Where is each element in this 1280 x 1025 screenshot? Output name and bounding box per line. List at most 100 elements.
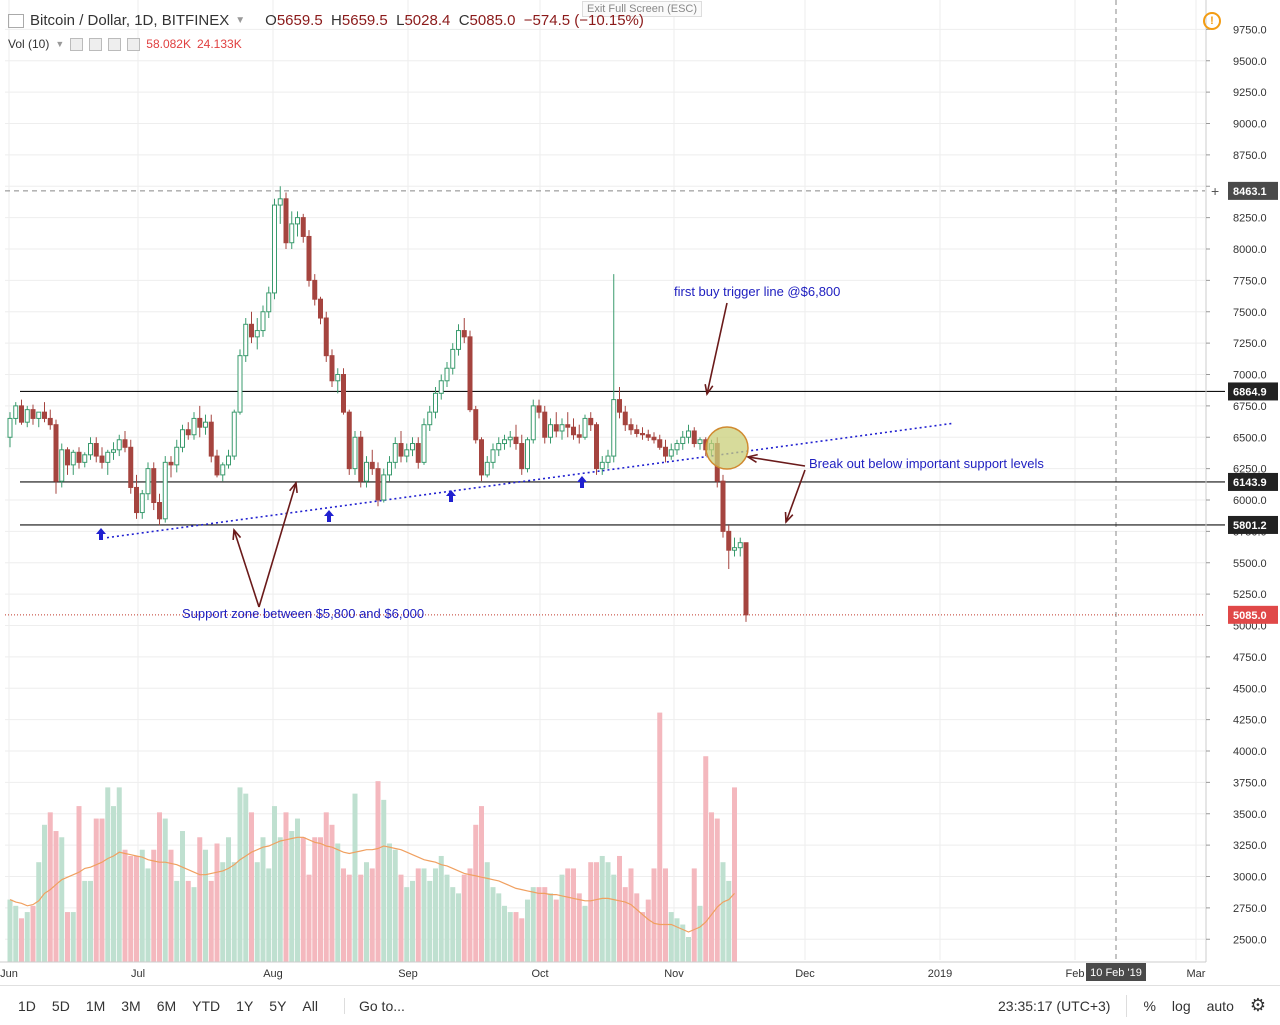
candle-body [341,374,346,413]
settings-icon[interactable] [89,37,103,51]
volume-indicator-label[interactable]: Vol (10) [8,37,50,51]
candle-body [415,443,421,463]
candle-body [594,424,599,470]
price-label-badge [1228,605,1278,624]
symbol-title[interactable]: Bitcoin / Dollar, 1D, BITFINEX [30,12,230,29]
timeframe-all[interactable]: All [302,997,318,1014]
candle-body [243,323,249,357]
candle-body [352,436,358,470]
price-tick-label: 6000.0 [1233,495,1267,507]
price-tick-label: 5250.0 [1233,589,1267,601]
grid [5,0,1205,962]
price-label-text: 5801.2 [1233,520,1267,532]
volume-bar [111,806,116,962]
time-tick-label: Aug [263,968,283,980]
price-tick-label: 4250.0 [1233,715,1267,727]
volume-bar [381,799,387,962]
price-tick-label: 4500.0 [1233,683,1267,695]
volume-bar [24,912,30,962]
volume-bar [329,824,335,962]
candle-body [70,451,76,466]
time-tick-label: Dec [795,968,815,980]
volume-bar [93,818,99,962]
candle-body [93,443,99,457]
volume-bar [341,868,346,962]
price-tick-label: 7250.0 [1233,338,1267,350]
annotation-arrow-line [706,302,728,395]
volume-bar [686,937,691,962]
volume-bar [461,874,467,962]
visibility-icon[interactable] [70,37,84,51]
timeframe-6m[interactable]: 6M [156,997,177,1014]
auto-toggle[interactable]: auto [1206,997,1234,1014]
volume-bar [536,887,542,962]
price-label-text: 5085.0 [1233,610,1267,622]
candle-body [191,417,197,436]
clock[interactable]: 23:35:17 (UTC+3) [998,997,1111,1014]
candle-body [364,461,369,482]
gear-icon[interactable]: ⚙ [1249,995,1266,1015]
exit-fullscreen-button[interactable]: Exit Full Screen (ESC) [582,1,703,17]
timeframe-5d[interactable]: 5D [51,997,70,1014]
time-tick-label: Nov [664,968,684,980]
candle-body [553,424,559,432]
candle-body [59,449,65,482]
timeframe-5y[interactable]: 5Y [269,997,287,1014]
timeframe-ytd[interactable]: YTD [192,997,221,1014]
annotation-arrowhead [784,511,794,524]
time-tick-label: Feb [1066,968,1085,980]
timeframe-1y[interactable]: 1Y [236,997,254,1014]
annotation-arrow-line [233,529,260,608]
candle-body [507,436,513,441]
candle-body [674,443,680,451]
volume-bar [312,837,318,962]
add-icon[interactable] [108,37,122,51]
volume-bar [260,837,266,962]
annotation-arrowhead [289,481,298,494]
candle-body [617,399,622,413]
volume-bar [352,793,358,962]
timeframe-1d[interactable]: 1D [18,997,36,1014]
candle-body [657,439,663,448]
warning-icon[interactable]: ! [1203,12,1221,30]
volume-bar [479,806,484,962]
ascending-trendline [106,422,953,539]
log-toggle[interactable]: log [1171,997,1191,1014]
candle-body [30,409,36,419]
candle-body [134,486,139,514]
volume-bar [300,837,306,962]
timeframe-3m[interactable]: 3M [121,997,141,1014]
dropdown-chevron-icon[interactable]: ▼ [235,15,246,26]
volume-bar [433,868,438,962]
candle-body [421,424,427,463]
goto-button[interactable]: Go to... [343,997,405,1014]
candle-body [82,454,88,463]
volume-bar [525,899,530,962]
annotation-arrow-line [785,469,806,523]
candle-body [571,426,576,436]
candle-body [634,429,640,434]
dropdown-chevron-icon[interactable]: ▼ [55,39,65,49]
volume-bar [421,868,427,962]
volume-bar [594,862,599,962]
candle-body [530,405,536,441]
volume-bar [599,855,605,962]
candle-body [686,430,691,438]
candle-body [277,198,283,206]
volume-bar [59,837,65,962]
percent-toggle[interactable]: % [1143,997,1156,1014]
volume-bar [444,874,450,962]
more-icon[interactable] [127,37,141,51]
annotation-text: Support zone between $5,800 and $6,000 [182,606,424,621]
volume-bar [502,905,507,962]
time-tick-label: 2019 [928,968,952,980]
volume-bar [576,893,582,962]
timeframe-1m[interactable]: 1M [85,997,106,1014]
crosshair-plus-icon: + [1211,183,1219,199]
candle-body [456,330,461,350]
volume-bar [456,893,461,962]
volume-bar [732,787,737,962]
candle-body [427,411,433,426]
annotation-arrow-line [258,482,297,608]
